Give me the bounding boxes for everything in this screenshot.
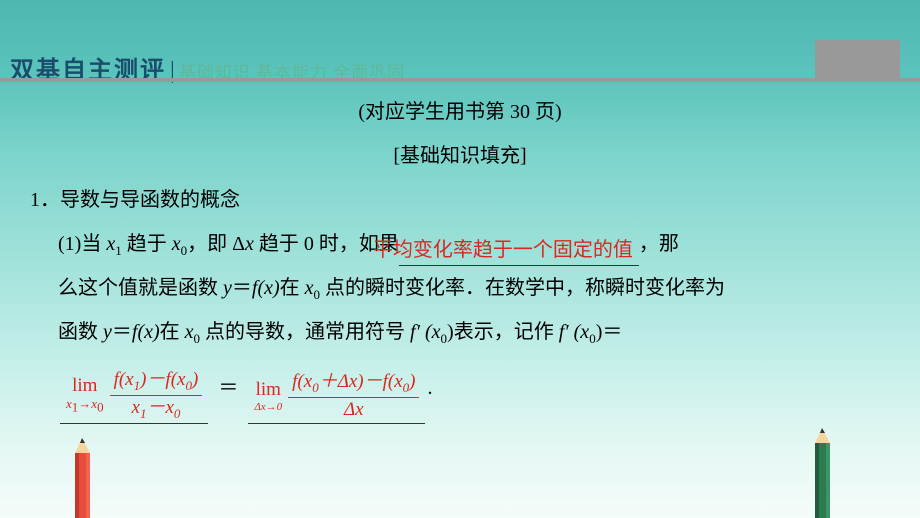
var-x0b: x [305,277,314,299]
page-reference: (对应学生用书第 30 页) [30,90,890,134]
var-x1: x [106,233,115,255]
lim-1: lim x1→x0 [66,376,104,415]
frac2-num: f(x0＋Δx)－f(x0) [288,372,419,398]
f1nc: ) [192,369,198,390]
frac2-den: Δx [344,398,364,421]
text-comma: ，即 Δ [187,233,245,255]
f1nb: )－f(x [140,369,185,390]
sub-item-1-line1: (1)当 x1 趋于 x0，即 Δx 趋于 0 时，如果平均变化率趋于一个固定的… [58,222,890,266]
var-px2: (x) [137,321,159,343]
text-at2: 在 [160,321,185,343]
lim1-top: lim [72,376,97,397]
f1db: －x [146,397,173,418]
red-pencil-icon [60,438,110,518]
frac1-den: x1－x0 [132,396,181,421]
frac1-num: f(x1)－f(x0) [110,370,203,396]
item-1-heading: 1．导数与导函数的概念 [30,178,890,222]
item-number: 1． [30,189,60,211]
formula-box-1: lim x1→x0 f(x1)－f(x0) x1－x0 [60,368,208,424]
formula-box-2: lim Δx→0 f(x0＋Δx)－f(x0) Δx [248,370,425,424]
var-fprime: f′ [410,321,420,343]
text-eq: ＝ [232,277,252,299]
f2nb: ＋Δx)－f(x [319,371,403,392]
formula-period: . [427,366,432,424]
var-y: y [223,277,232,299]
text-line3a: 函数 [58,321,103,343]
f2nc: ) [409,371,415,392]
var-y2: y [103,321,112,343]
green-pencil-icon [800,428,850,518]
fraction-1: f(x1)－f(x0) x1－x0 [110,370,203,421]
lim2-bottom: Δx→0 [254,401,282,413]
text-line2: 么这个值就是函数 [58,277,223,299]
f1ds0: 0 [174,406,181,421]
decorative-gray-stripe [0,78,920,82]
text-tend: 趋于 [122,233,172,255]
text-point-rate: 点的瞬时变化率．在数学中，称瞬时变化率为 [320,277,725,299]
f1da: x [132,397,140,418]
var-px: (x) [257,277,279,299]
var-x0c: x [185,321,194,343]
lim-2: lim Δx→0 [254,380,282,413]
var-fp2: f′ [559,321,569,343]
l1-s0: 0 [97,400,104,415]
equals-connector: ＝ [218,366,238,424]
item-title: 导数与导函数的概念 [60,189,240,211]
text-fp-close: )表示，记作 [447,321,559,343]
sub-item-1-line3: 函数 y＝f(x)在 x0 点的导数，通常用符号 f′ (x0)表示，记作 f′… [58,310,890,354]
text-cont1: ，那 [639,233,679,255]
text-prefix: (1)当 [58,233,106,255]
decorative-gray-block [815,40,900,78]
formula-row: lim x1→x0 f(x1)－f(x0) x1－x0 ＝ lim Δx→0 f… [60,366,890,424]
text-fp2-close: )＝ [596,321,623,343]
text-line3b: 点的导数，通常用符号 [200,321,410,343]
text-eq2: ＝ [112,321,132,343]
l1-arr: → [78,396,91,411]
f1na: f(x [114,369,134,390]
fraction-2: f(x0＋Δx)－f(x0) Δx [288,372,419,421]
text-at: 在 [280,277,305,299]
fill-blank-1: 平均变化率趋于一个固定的值 [399,237,639,266]
lim2-top: lim [256,380,281,401]
content-area: (对应学生用书第 30 页) [基础知识填充] 1．导数与导函数的概念 (1)当… [30,90,890,424]
var-fp-arg: (x [420,321,441,343]
sub-item-1-line2: 么这个值就是函数 y＝f(x)在 x0 点的瞬时变化率．在数学中，称瞬时变化率为 [58,266,890,310]
section-label: [基础知识填充] [30,134,890,178]
f2na: f(x [292,371,312,392]
var-fp2-arg: (x [569,321,590,343]
var-x0: x [172,233,181,255]
var-dx: x [245,233,254,255]
lim1-bottom: x1→x0 [66,397,104,415]
